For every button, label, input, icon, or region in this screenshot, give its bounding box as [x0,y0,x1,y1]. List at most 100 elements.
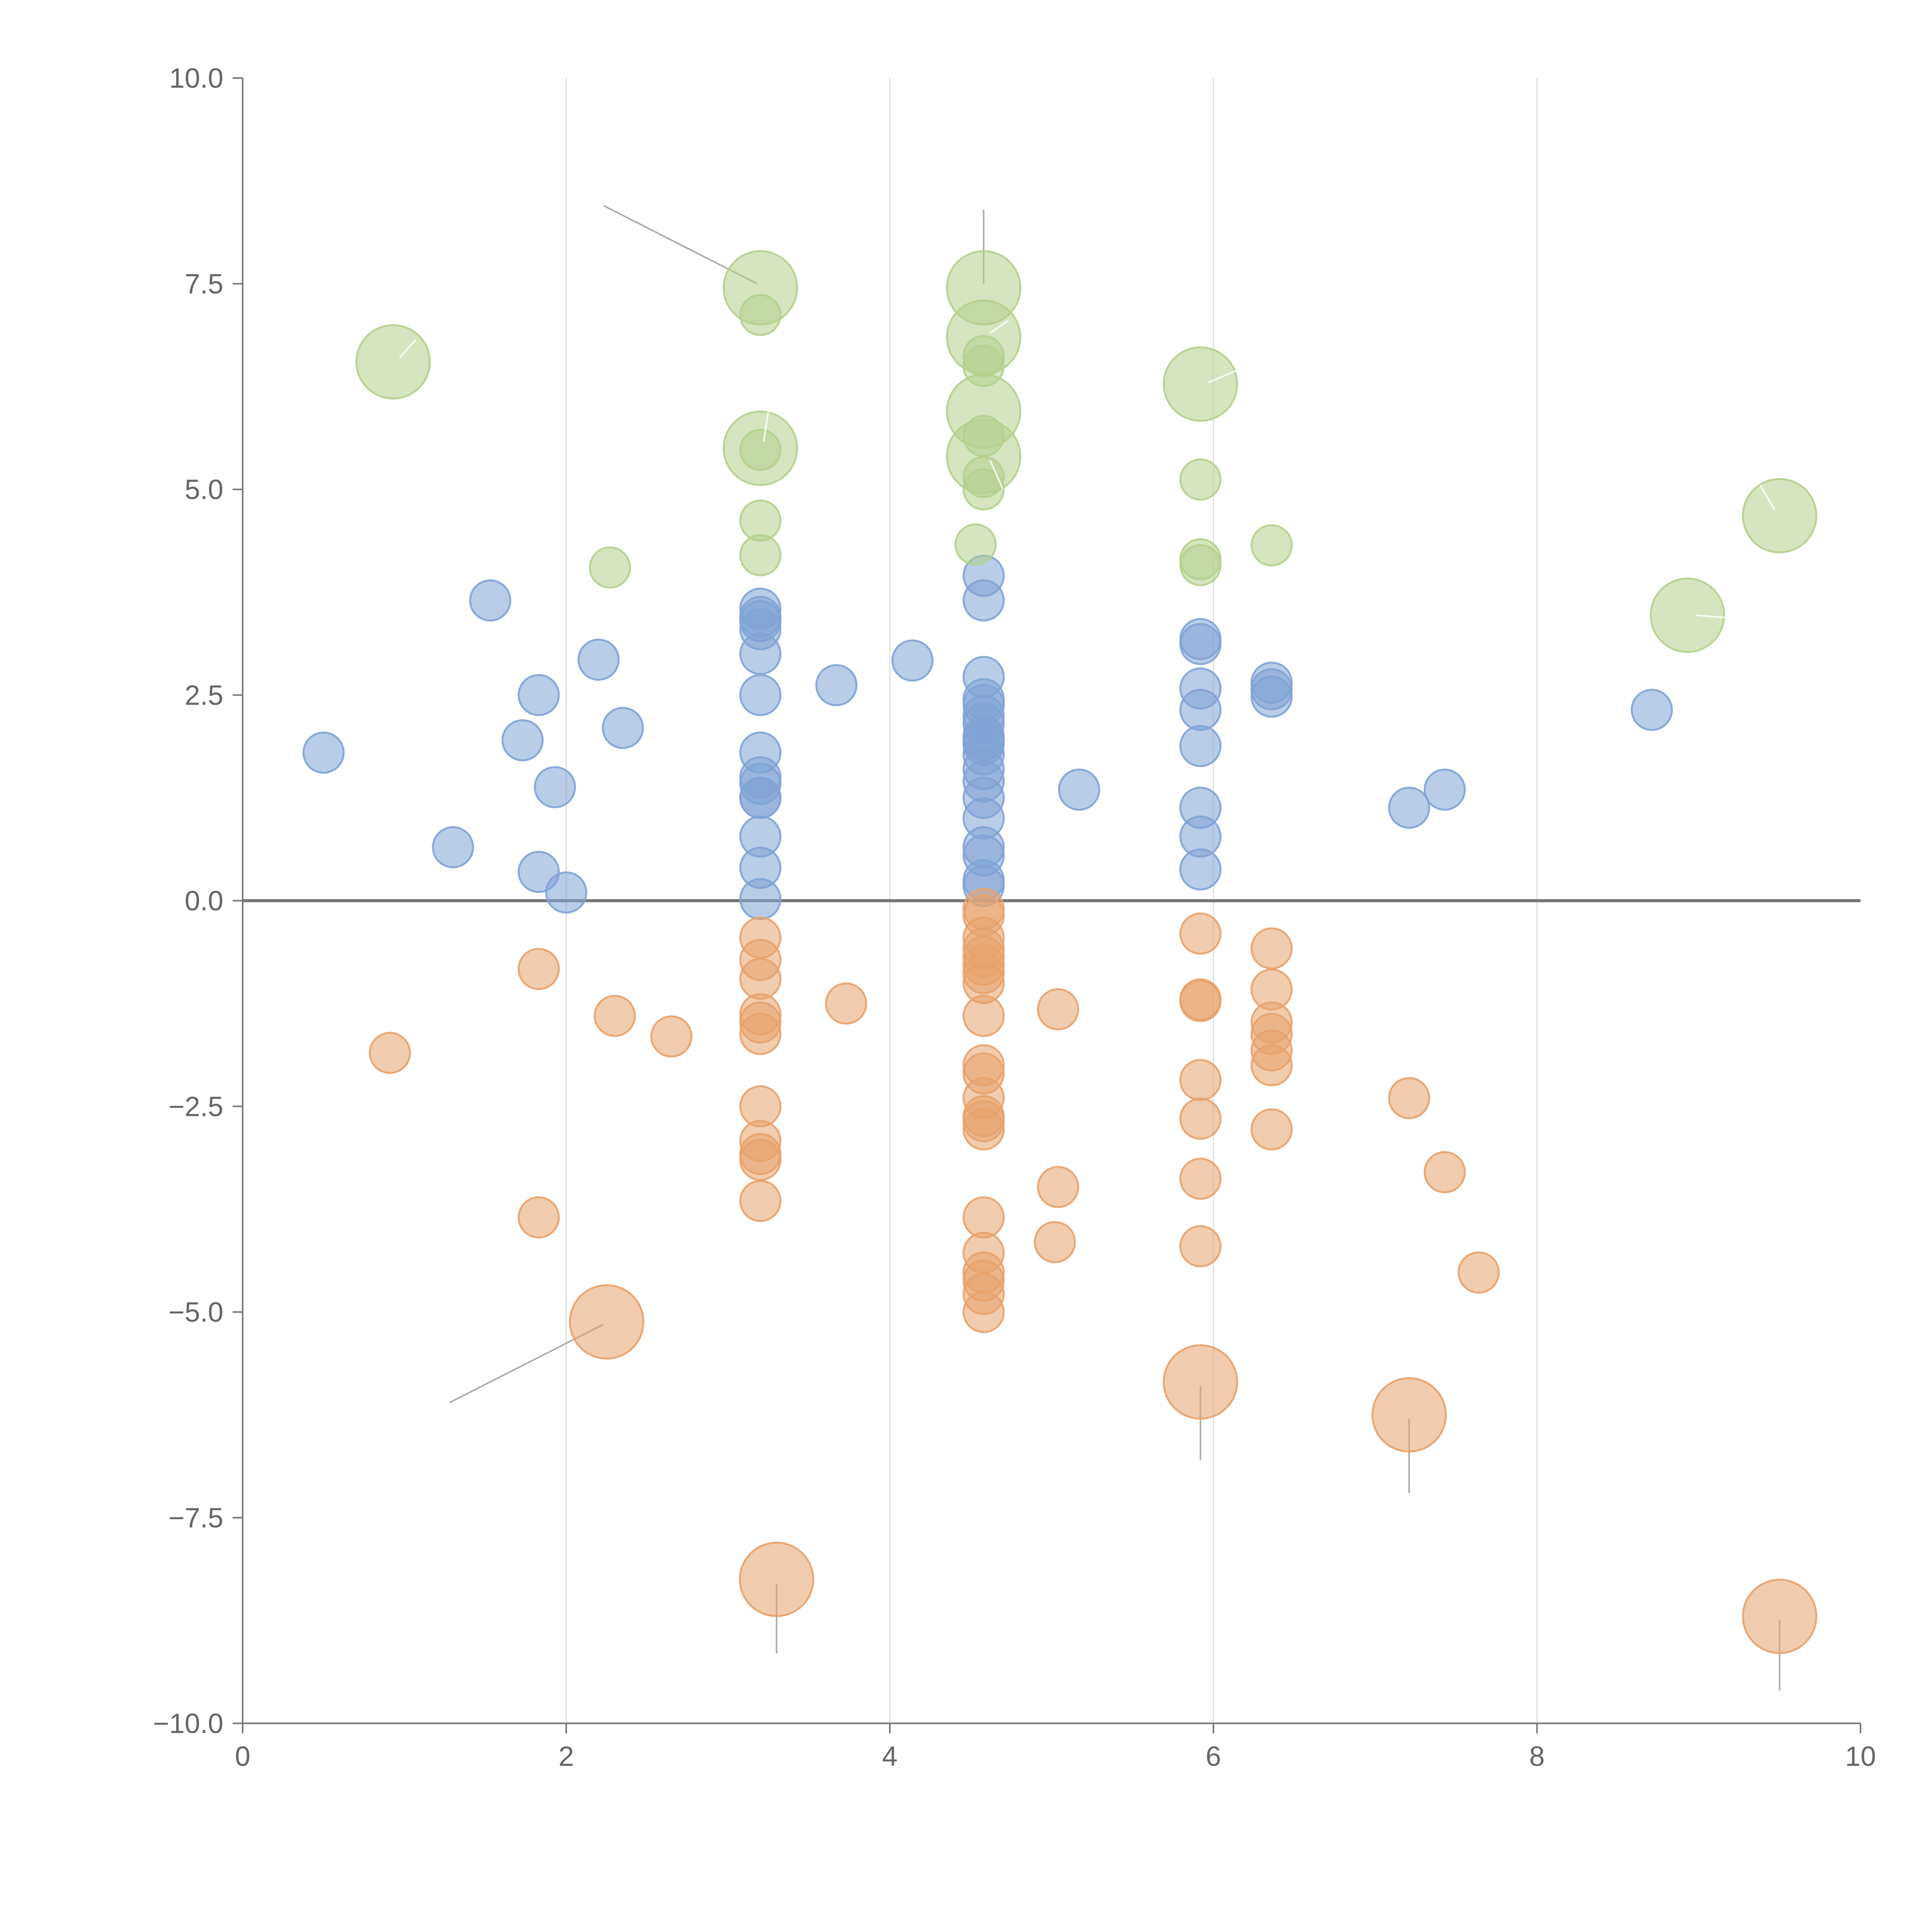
orange-point [1037,1166,1079,1208]
orange-point [1250,927,1293,969]
blue-point [1423,769,1466,811]
blue-point [534,766,576,808]
green-point [588,546,631,589]
blue-point [739,674,782,716]
annotation-leader-line [763,411,769,442]
orange-point [1388,1077,1430,1119]
blue-point [545,871,587,914]
green-point [1179,544,1222,586]
blue-point [1631,689,1673,731]
orange-highlight-point [1742,1578,1818,1654]
orange-point [1037,988,1079,1031]
green-point [739,534,782,577]
leader-lines [449,205,1781,1690]
x-tick-label: 0 [235,1741,250,1772]
orange-point [739,957,782,1000]
orange-point [825,982,867,1025]
blue-point [602,707,644,749]
orange-point [963,1196,1005,1239]
green-highlight-point [723,410,798,486]
orange-point [1179,1097,1222,1140]
y-tick-label: −5.0 [168,1297,223,1328]
orange-highlight-point [569,1284,645,1360]
y-tick-label: 10.0 [169,63,223,94]
orange-point [963,995,1005,1037]
orange-point [1179,1059,1222,1101]
x-tick-label: 4 [882,1741,898,1772]
orange-point [1179,1158,1222,1200]
blue-point [1179,689,1222,731]
orange-point [739,1180,782,1222]
blue-point [963,579,1005,622]
blue-point [469,579,512,622]
green-point [1179,458,1222,501]
orange-point [369,1032,411,1074]
blue-point [517,674,560,716]
y-tick-label: −2.5 [168,1091,223,1122]
blue-point [1250,675,1293,718]
orange-point [1423,1151,1466,1194]
blue-point [1179,848,1222,891]
orange-point [517,1196,560,1239]
blue-point [302,731,345,774]
y-tick-label: 7.5 [185,269,223,299]
annotation-leader-line [1759,485,1776,510]
x-tick-label: 6 [1206,1741,1221,1772]
orange-point [517,948,560,990]
blue-point [577,638,620,681]
axes [233,77,1861,1733]
orange-point [1250,1044,1293,1087]
blue-point [501,719,544,762]
orange-point [739,1139,782,1181]
tick-labels: 0 2 4 6 8 10 10.0 7.5 5.0 2.5 0.0 −2.5 −5.0 −7.5 −10.0 [153,63,1876,1772]
orange-point [1250,1108,1293,1151]
orange-point [650,1015,693,1058]
annotation-leader-line [1695,614,1726,619]
x-tick-label: 10 [1845,1741,1876,1772]
blue-point [739,878,782,920]
blue-point [1179,623,1222,665]
orange-point [739,1013,782,1055]
orange-point [1179,912,1222,955]
blue-point [1179,725,1222,767]
x-tick-label: 8 [1529,1741,1545,1772]
y-tick-label: 5.0 [185,474,223,505]
blue-point [1388,786,1430,829]
green-highlight-point [946,299,1022,375]
y-tick-label: 0.0 [185,886,223,917]
annotation-leader-line [1208,369,1238,383]
green-highlight-point [355,324,431,400]
y-tick-label: 2.5 [185,680,223,711]
orange-point [1179,980,1222,1022]
blue-point [432,826,474,869]
orange-point [594,995,636,1037]
green-highlight-point [723,250,798,326]
green-point [954,523,997,566]
green-highlight-point [946,418,1022,494]
orange-point [1034,1221,1076,1264]
blue-point [739,633,782,675]
annotation-leader-line [990,320,1009,334]
orange-point [963,1291,1005,1333]
green-highlight-point [1650,577,1725,653]
orange-highlight-point [739,1541,815,1617]
blue-point [739,777,782,819]
annotation-leader-line [989,460,1004,490]
orange-point [1179,1225,1222,1267]
green-point [1250,524,1293,566]
y-tick-label: −10.0 [153,1708,223,1739]
orange-highlight-point [1371,1377,1447,1453]
orange-point [1458,1251,1500,1294]
data-points [302,250,1818,1654]
annotation-leader-line [399,339,417,359]
green-highlight-point [1742,478,1818,554]
orange-point [963,1108,1005,1151]
blue-point [891,639,934,682]
blue-point [815,664,858,706]
x-tick-label: 2 [558,1741,574,1772]
blue-point [1058,769,1100,811]
green-highlight-point [1163,346,1238,422]
y-tick-label: −7.5 [168,1503,223,1534]
orange-highlight-point [1163,1344,1238,1420]
